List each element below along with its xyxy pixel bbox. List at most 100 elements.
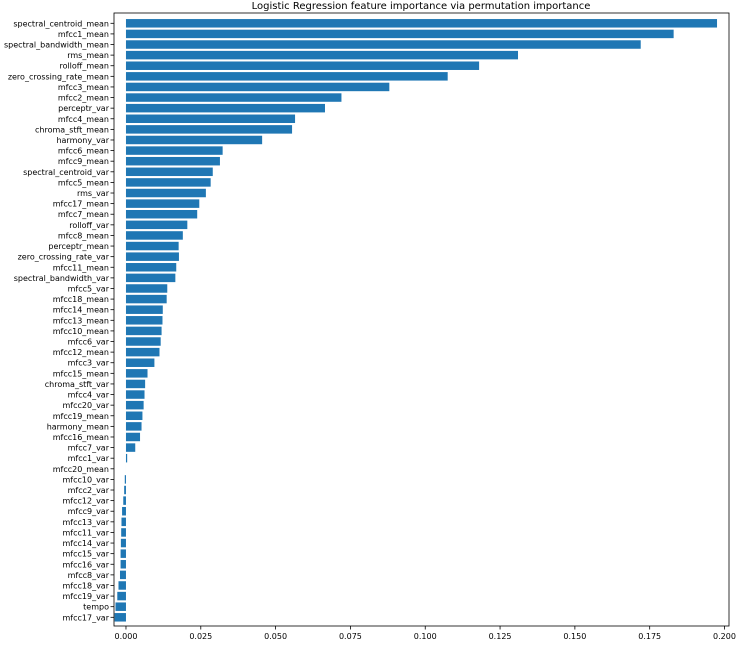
y-tick-label: mfcc15_mean bbox=[53, 369, 109, 378]
bar-mfcc11-mean bbox=[125, 263, 177, 272]
bars-group bbox=[114, 19, 718, 622]
bar-mfcc10-var bbox=[124, 475, 126, 484]
x-tick-label: 0.025 bbox=[189, 632, 212, 641]
bar-mfcc9-mean bbox=[125, 156, 220, 166]
y-tick-label: rms_var bbox=[77, 189, 110, 198]
y-tick-label: mfcc2_mean bbox=[58, 94, 109, 103]
x-tick-label: 0.200 bbox=[713, 632, 736, 641]
bar-mfcc14-mean bbox=[125, 305, 163, 314]
y-tick-label: harmony_mean bbox=[47, 422, 109, 431]
bar-mfcc7-mean bbox=[125, 209, 198, 219]
y-tick-label: mfcc15_var bbox=[62, 550, 109, 559]
bar-mfcc17-var bbox=[114, 613, 126, 622]
y-tick-label: mfcc5_mean bbox=[58, 178, 109, 187]
y-tick-label: mfcc12_var bbox=[62, 497, 109, 506]
bar-harmony-mean bbox=[125, 422, 142, 431]
y-tick-label: mfcc14_mean bbox=[53, 306, 109, 315]
y-tick-label: zero_crossing_rate_var bbox=[18, 253, 110, 262]
y-tick-label: mfcc11_mean bbox=[53, 263, 109, 272]
bar-mfcc17-mean bbox=[125, 199, 200, 208]
bar-spectral-centroid-var bbox=[125, 167, 213, 177]
bar-rolloff-var bbox=[125, 220, 188, 230]
y-tick-label: harmony_var bbox=[56, 136, 109, 145]
y-tick-label: mfcc4_mean bbox=[58, 115, 109, 124]
y-tick-label: mfcc1_mean bbox=[58, 30, 109, 39]
y-tick-label: mfcc6_var bbox=[68, 338, 110, 347]
y-tick-label: mfcc12_mean bbox=[53, 348, 109, 357]
bar-mfcc10-mean bbox=[125, 326, 162, 336]
y-tick-label: mfcc14_var bbox=[62, 539, 109, 548]
bar-mfcc4-var bbox=[125, 390, 145, 399]
y-tick-label: mfcc13_var bbox=[62, 518, 109, 527]
x-tick-label: 0.000 bbox=[115, 632, 138, 641]
bar-mfcc8-var bbox=[119, 570, 126, 580]
y-tick-label: mfcc2_var bbox=[68, 486, 110, 495]
bar-spectral-bandwidth-mean bbox=[125, 40, 641, 49]
bar-mfcc8-mean bbox=[125, 231, 183, 240]
bar-mfcc7-var bbox=[125, 443, 136, 452]
y-tick-label: perceptr_mean bbox=[48, 242, 109, 251]
bar-mfcc5-var bbox=[125, 284, 168, 293]
y-tick-label: spectral_centroid_mean bbox=[13, 19, 109, 28]
x-ticks-group: 0.000 0.025 0.050 0.075 0.100 0.125 0.150 0.175… bbox=[115, 626, 736, 641]
bar-mfcc18-var bbox=[118, 581, 126, 590]
y-tick-label: mfcc8_mean bbox=[58, 231, 109, 240]
bar-mfcc4-mean bbox=[125, 114, 296, 124]
bar-mfcc3-mean bbox=[125, 82, 390, 92]
y-tick-label: mfcc1_var bbox=[68, 454, 110, 463]
y-tick-label: mfcc8_var bbox=[68, 571, 110, 580]
y-tick-label: mfcc18_mean bbox=[53, 295, 109, 304]
y-tick-label: mfcc11_var bbox=[62, 528, 109, 537]
bar-chroma-stft-var bbox=[125, 379, 146, 389]
bar-mfcc3-var bbox=[125, 358, 155, 367]
bar-rolloff-mean bbox=[125, 61, 480, 70]
y-tick-label: mfcc6_mean bbox=[58, 147, 109, 156]
chart-title: Logistic Regression feature importance v… bbox=[252, 1, 591, 12]
bar-mfcc15-mean bbox=[125, 369, 148, 378]
y-tick-label: mfcc7_var bbox=[68, 444, 110, 453]
y-tick-label: mfcc16_var bbox=[62, 560, 109, 569]
bar-tempo bbox=[115, 602, 126, 611]
y-tick-label: mfcc20_mean bbox=[53, 465, 109, 474]
y-tick-label: mfcc10_var bbox=[62, 475, 109, 484]
bar-mfcc15-var bbox=[120, 549, 126, 558]
y-tick-label: mfcc9_mean bbox=[58, 157, 109, 166]
bar-rms-mean bbox=[125, 50, 519, 60]
y-tick-label: zero_crossing_rate_mean bbox=[8, 72, 109, 81]
y-tick-label: mfcc18_var bbox=[62, 581, 109, 590]
bar-mfcc19-mean bbox=[125, 411, 143, 421]
y-tick-label: mfcc3_mean bbox=[58, 83, 109, 92]
bar-rms-var bbox=[125, 188, 206, 198]
bar-spectral-centroid-mean bbox=[125, 19, 718, 28]
bar-perceptr-var bbox=[125, 103, 325, 113]
y-tick-label: spectral_bandwidth_var bbox=[14, 274, 110, 283]
y-tick-label: mfcc19_mean bbox=[53, 412, 109, 421]
bar-mfcc11-var bbox=[121, 528, 126, 537]
bar-harmony-var bbox=[125, 135, 263, 145]
bar-mfcc1-var bbox=[125, 453, 128, 463]
y-tick-label: rolloff_mean bbox=[59, 62, 109, 71]
y-tick-label: mfcc7_mean bbox=[58, 210, 109, 219]
bar-mfcc2-mean bbox=[125, 93, 342, 102]
x-tick-label: 0.150 bbox=[563, 632, 586, 641]
bar-mfcc2-var bbox=[124, 485, 126, 495]
y-tick-label: rolloff_var bbox=[69, 221, 109, 230]
y-tick-label: rms_mean bbox=[67, 51, 109, 60]
y-tick-label: spectral_centroid_var bbox=[23, 168, 110, 177]
y-tick-label: tempo bbox=[83, 603, 109, 612]
y-tick-label: spectral_bandwidth_mean bbox=[4, 41, 109, 50]
bar-mfcc9-var bbox=[122, 506, 126, 516]
x-tick-label: 0.100 bbox=[414, 632, 437, 641]
y-tick-label: perceptr_var bbox=[58, 104, 110, 113]
bar-mfcc14-var bbox=[120, 538, 126, 548]
bar-zero-crossing-rate-var bbox=[125, 252, 179, 261]
y-tick-label: mfcc4_var bbox=[68, 391, 110, 400]
x-tick-label: 0.125 bbox=[489, 632, 512, 641]
bar-chroma-stft-mean bbox=[125, 125, 293, 134]
plot-frame bbox=[113, 12, 730, 627]
bar-mfcc13-var bbox=[121, 517, 126, 527]
y-tick-label: mfcc5_var bbox=[68, 284, 110, 293]
bar-mfcc6-var bbox=[125, 337, 161, 346]
x-tick-label: 0.175 bbox=[638, 632, 661, 641]
